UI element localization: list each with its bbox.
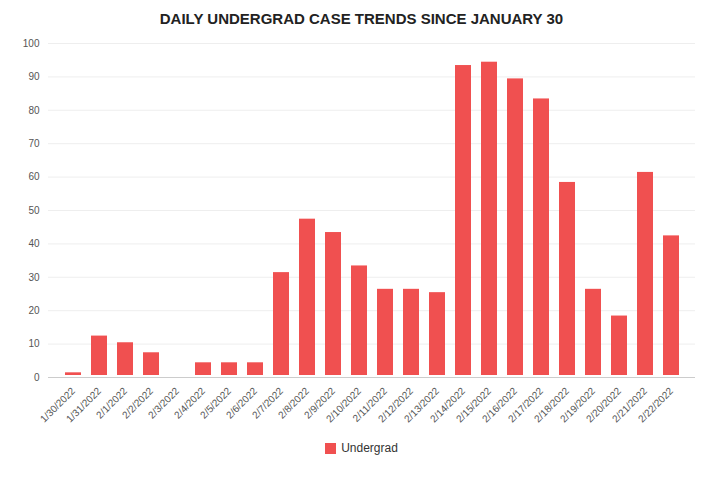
svg-text:80: 80 (28, 105, 40, 116)
svg-text:1/30/2022: 1/30/2022 (37, 385, 78, 425)
svg-text:2/17/2022: 2/17/2022 (505, 385, 546, 425)
svg-text:90: 90 (28, 71, 40, 82)
svg-text:2/4/2022: 2/4/2022 (171, 385, 208, 421)
svg-text:2/7/2022: 2/7/2022 (249, 385, 286, 421)
svg-text:50: 50 (28, 205, 40, 216)
svg-text:2/21/2022: 2/21/2022 (609, 385, 650, 425)
svg-text:2/6/2022: 2/6/2022 (223, 385, 260, 421)
svg-text:2/13/2022: 2/13/2022 (401, 385, 442, 425)
svg-text:2/9/2022: 2/9/2022 (301, 385, 338, 421)
svg-text:70: 70 (28, 138, 40, 149)
svg-text:2/1/2022: 2/1/2022 (93, 385, 130, 421)
svg-text:100: 100 (23, 38, 40, 49)
svg-text:2/11/2022: 2/11/2022 (350, 385, 390, 424)
svg-text:2/16/2022: 2/16/2022 (479, 385, 520, 425)
svg-text:0: 0 (34, 372, 40, 383)
svg-text:10: 10 (28, 338, 40, 349)
svg-text:20: 20 (28, 305, 40, 316)
svg-text:2/19/2022: 2/19/2022 (557, 385, 598, 425)
svg-text:30: 30 (28, 272, 40, 283)
svg-text:2/10/2022: 2/10/2022 (323, 385, 364, 425)
svg-text:1/31/2022: 1/31/2022 (64, 385, 104, 425)
svg-text:60: 60 (28, 171, 40, 182)
html-text:Undergrad: Undergrad (341, 441, 398, 455)
svg-text:40: 40 (28, 238, 40, 249)
svg-text:2/18/2022: 2/18/2022 (531, 385, 572, 425)
svg-text:2/14/2022: 2/14/2022 (427, 385, 468, 425)
svg-text:2/5/2022: 2/5/2022 (197, 385, 234, 421)
svg-text:2/12/2022: 2/12/2022 (375, 385, 416, 425)
svg-text:2/15/2022: 2/15/2022 (453, 385, 494, 425)
svg-text:2/22/2022: 2/22/2022 (636, 385, 676, 425)
svg-text:2/8/2022: 2/8/2022 (275, 385, 312, 421)
html-text:DAILY UNDERGRAD CASE TRENDS SI: DAILY UNDERGRAD CASE TRENDS SINCE JANUAR… (159, 10, 564, 27)
svg-text:2/20/2022: 2/20/2022 (583, 385, 624, 425)
svg-text:2/2/2022: 2/2/2022 (119, 385, 156, 421)
svg-text:2/3/2022: 2/3/2022 (145, 385, 182, 421)
